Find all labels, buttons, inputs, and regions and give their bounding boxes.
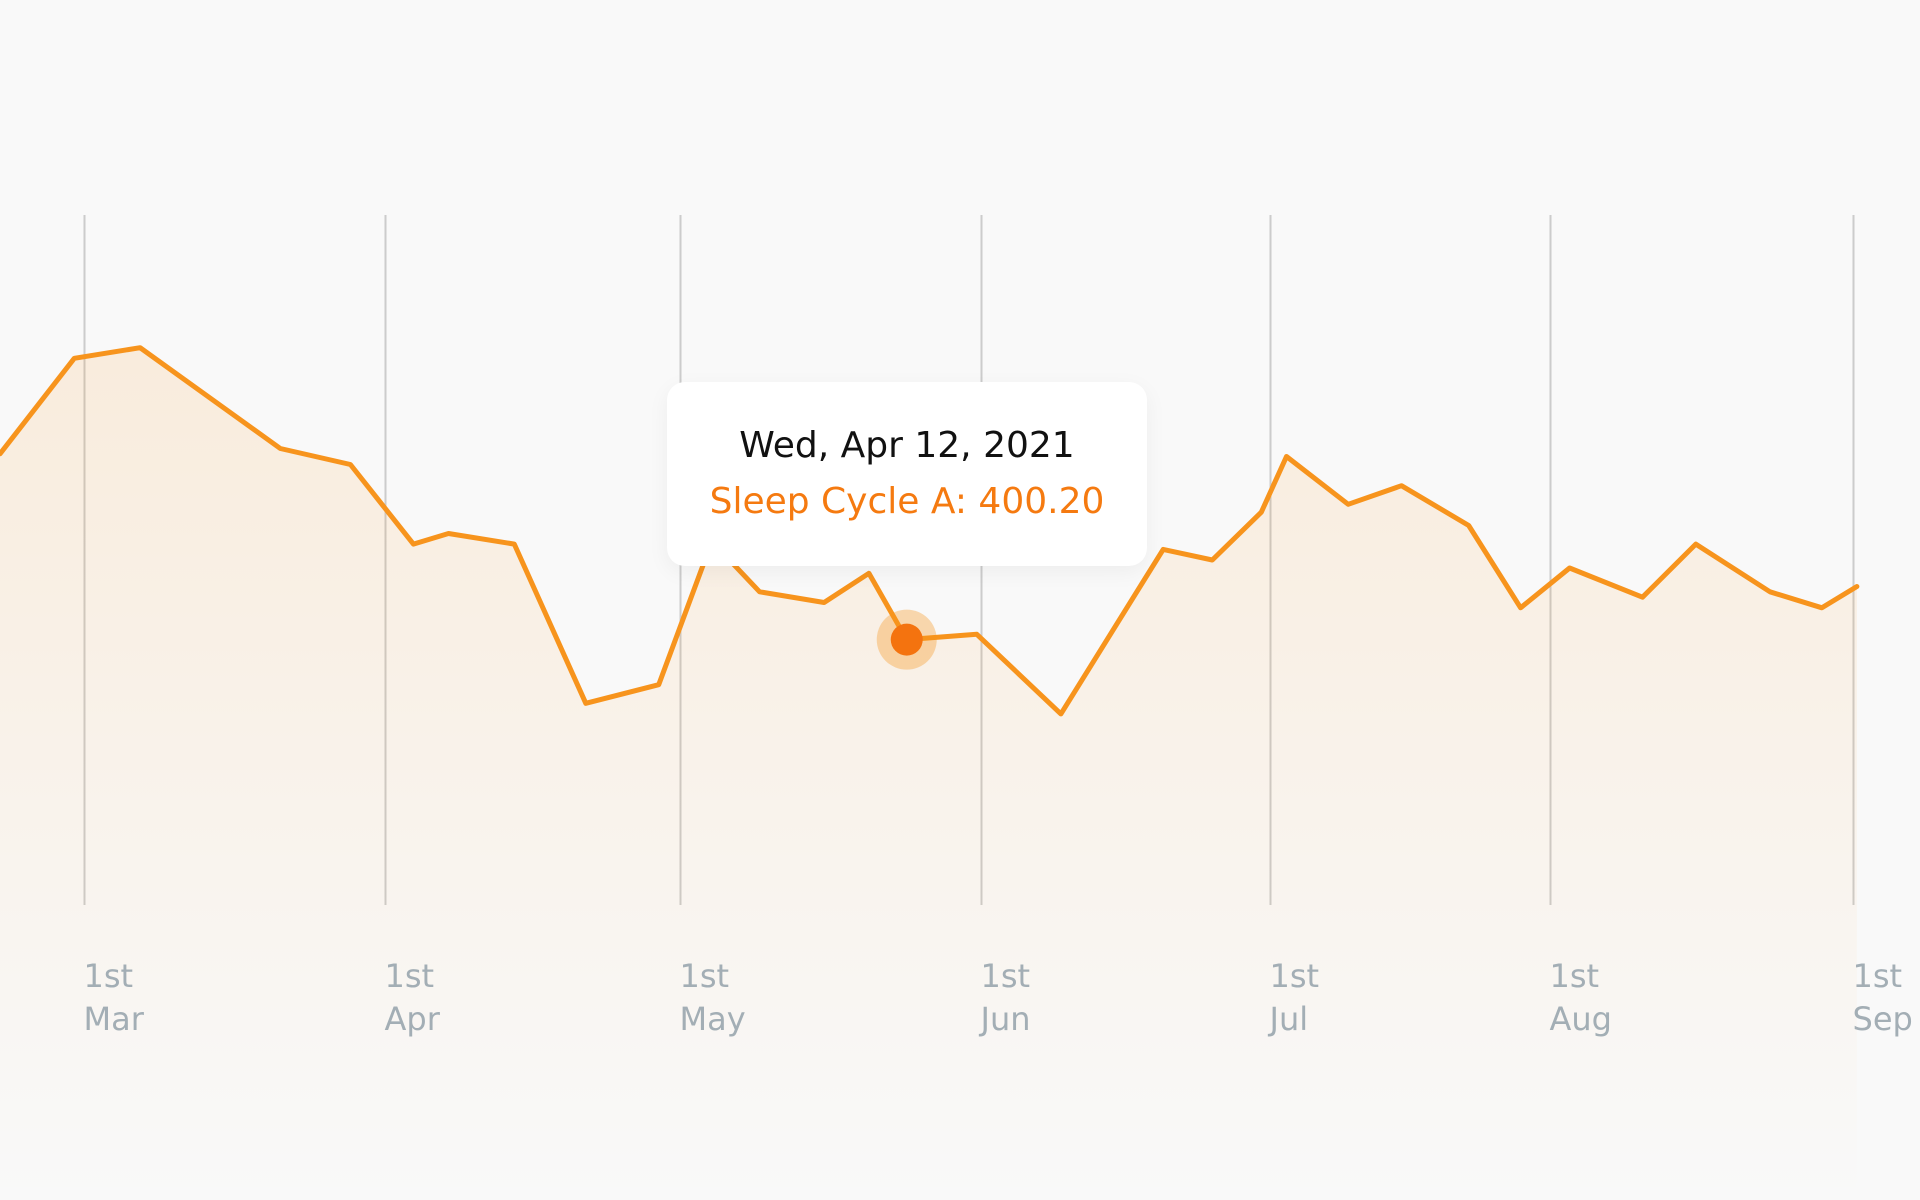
x-tick-label-month: Apr [385,1000,441,1038]
x-axis-ticks: 1st Mar 1st Apr 1st May 1st Jun 1st Jul 1st Aug 1st S… [84,957,1913,1038]
x-tick-label-month: Aug [1550,1000,1612,1038]
tooltip-series-value: Sleep Cycle A: 400.20 [709,481,1105,522]
x-tick-label-day: 1st [1270,957,1320,995]
x-tick-label-day: 1st [385,957,435,995]
x-tick-label-month: May [680,1000,746,1038]
x-tick-label-day: 1st [981,957,1031,995]
highlight-point[interactable] [890,623,923,656]
x-tick-label-month: Jun [979,1000,1031,1038]
highlight-layer [876,609,937,670]
x-tick-label-day: 1st [1853,957,1903,995]
x-tick-label-day: 1st [84,957,134,995]
x-tick-label-month: Sep [1853,1000,1913,1038]
x-tick-label-day: 1st [680,957,730,995]
tooltip: Wed, Apr 12, 2021 Sleep Cycle A: 400.20 [667,382,1147,566]
series-line [0,345,1860,717]
x-tick-label-day: 1st [1550,957,1600,995]
tooltip-date: Wed, Apr 12, 2021 [739,425,1075,466]
series-area [0,347,1857,1200]
area-layer [0,347,1857,1200]
line-layer [0,345,1860,717]
x-tick-label-month: Mar [84,1000,145,1038]
x-tick-label-month: Jul [1268,1000,1309,1038]
